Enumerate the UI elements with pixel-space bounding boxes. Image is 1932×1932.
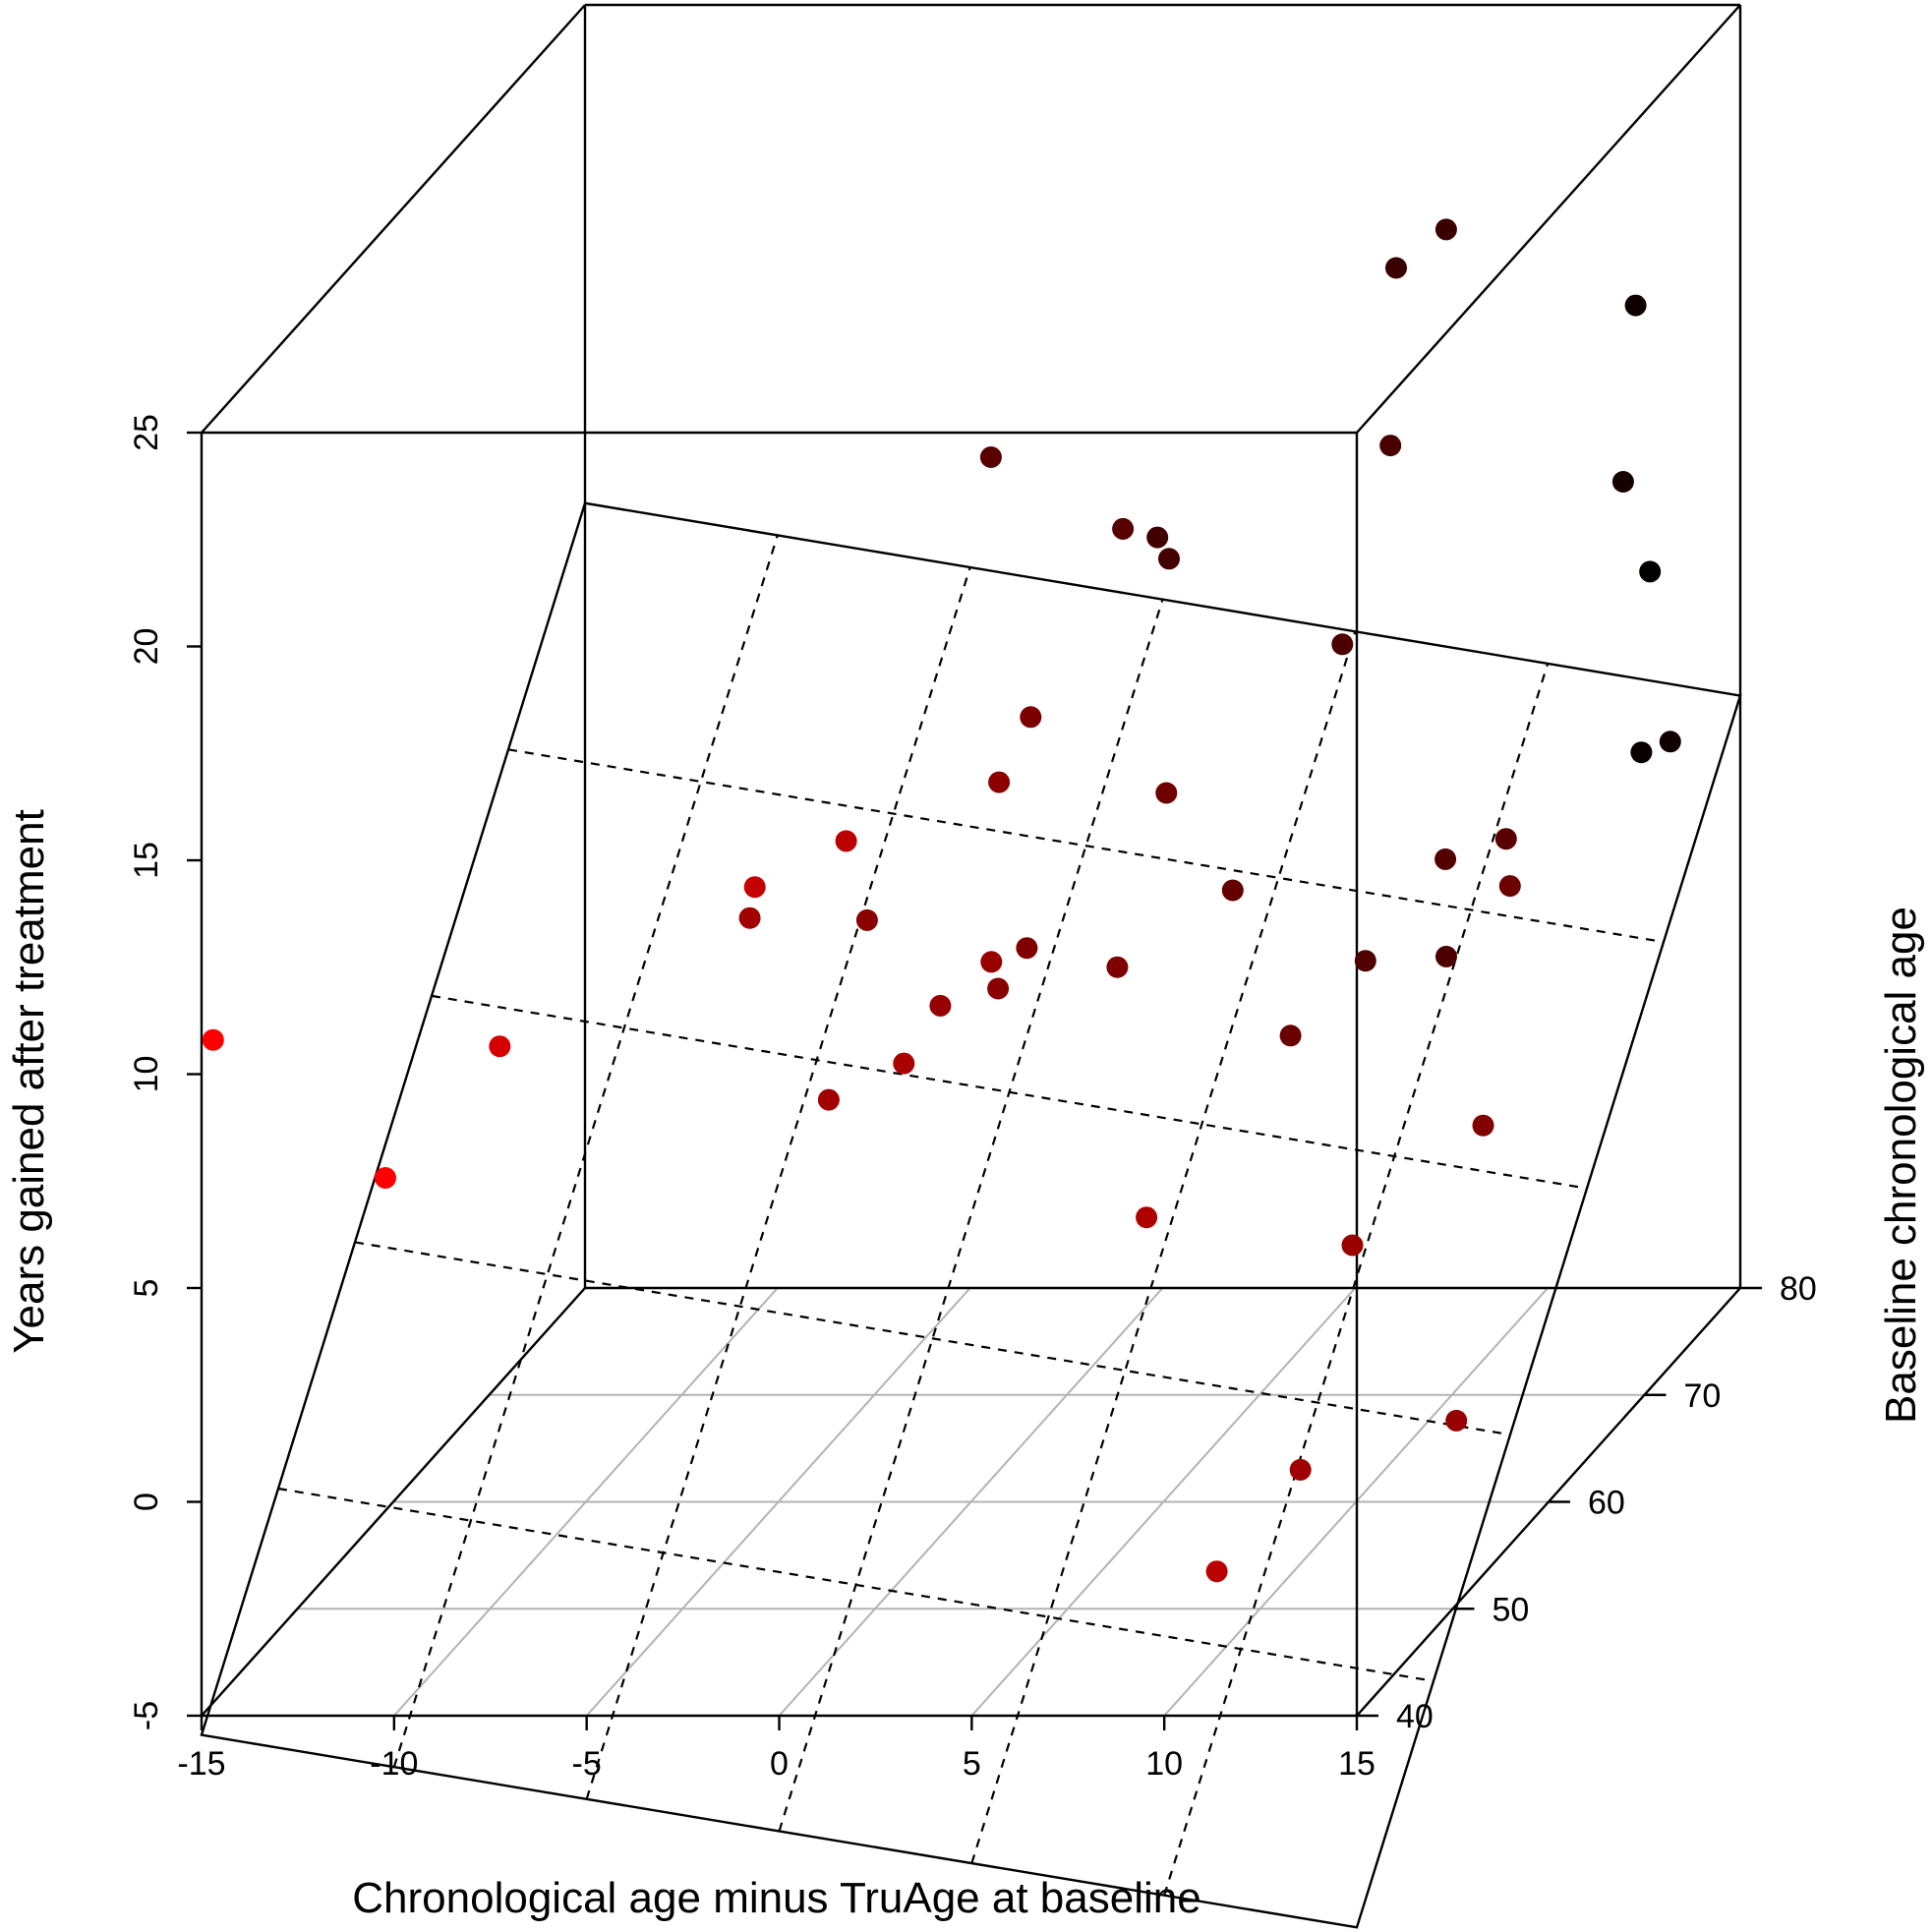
data-point	[1611, 471, 1634, 493]
data-point	[1106, 956, 1129, 978]
data-point	[1630, 741, 1653, 764]
data-point	[835, 830, 857, 852]
data-point	[489, 1035, 511, 1058]
data-point	[1289, 1458, 1312, 1481]
data-point	[1659, 731, 1681, 753]
plane-grid-line	[585, 566, 971, 1800]
data-point	[738, 907, 761, 929]
floor-grid	[201, 1287, 1741, 1717]
data-point	[1136, 1206, 1158, 1229]
data-point	[979, 446, 1002, 468]
data-point	[1155, 782, 1178, 804]
data-point	[1445, 1409, 1468, 1432]
plane-grid-line	[1163, 663, 1550, 1897]
plane-grid-line	[970, 630, 1357, 1864]
data-point	[202, 1028, 224, 1051]
axis-ticks: -15 -10 -5 0 5 10 15 -5 0 5 10 15 20 25 40 50 60 70 80	[128, 414, 1817, 1783]
x-tick-label: 15	[1338, 1745, 1376, 1783]
z-tick-label: 15	[128, 842, 165, 879]
plane-grid-line	[277, 1487, 1434, 1682]
data-point	[1385, 257, 1407, 279]
data-point	[1472, 1114, 1494, 1137]
z-tick-label: 0	[128, 1493, 165, 1511]
z-tick-label: 10	[128, 1056, 165, 1093]
x-tick-label: -15	[177, 1745, 225, 1783]
x-tick-label: 10	[1145, 1745, 1183, 1783]
data-point	[375, 1167, 396, 1189]
data-point	[893, 1052, 915, 1075]
x-axis-title: Chronological age minus TruAge at baseli…	[352, 1874, 1200, 1922]
z-tick-label: 5	[128, 1279, 165, 1298]
plane-grid-line	[392, 535, 779, 1768]
data-point	[1112, 517, 1135, 540]
data-point	[1354, 950, 1376, 972]
data-point	[855, 908, 878, 931]
z-tick-label: 25	[128, 414, 165, 451]
x-tick-label: -5	[572, 1745, 602, 1783]
box-edge	[201, 1287, 586, 1717]
data-point	[1498, 875, 1521, 898]
data-point	[1434, 218, 1457, 241]
data-point	[980, 951, 1003, 973]
x-tick-label: 0	[770, 1745, 789, 1783]
data-point	[1341, 1234, 1364, 1257]
data-point	[1639, 560, 1662, 583]
box-edge	[201, 4, 586, 434]
data-point	[929, 994, 952, 1017]
data-point	[1205, 1560, 1228, 1583]
data-point	[1624, 294, 1647, 317]
data-point	[1146, 526, 1169, 549]
box-edge	[1356, 4, 1741, 434]
y-tick-label: 40	[1396, 1698, 1434, 1735]
plane-grid-line	[354, 1241, 1511, 1436]
y-tick-label: 60	[1588, 1485, 1625, 1522]
data-point	[1020, 706, 1042, 729]
regression-plane	[200, 501, 1742, 1929]
data-point	[1435, 945, 1457, 967]
plane-outline	[200, 501, 1742, 1929]
y-tick-label: 70	[1684, 1377, 1722, 1415]
data-point	[1016, 937, 1038, 960]
plane-grid-line	[507, 748, 1665, 944]
data-point	[987, 977, 1010, 1000]
data-point	[1331, 633, 1354, 656]
data-point	[1494, 828, 1517, 850]
z-axis-title: Years gained after treatment	[5, 809, 53, 1354]
data-point	[817, 1088, 840, 1111]
z-tick-label: -5	[128, 1701, 165, 1730]
x-tick-label: 5	[963, 1745, 981, 1783]
plane-grid-line	[431, 994, 1588, 1190]
data-point	[1279, 1025, 1302, 1047]
data-points	[202, 218, 1681, 1583]
y-axis-title: Baseline chronological age	[1877, 907, 1925, 1424]
x-tick-label: -10	[370, 1745, 418, 1783]
data-point	[988, 771, 1011, 793]
plane-grid-line	[778, 599, 1164, 1832]
z-tick-label: 20	[128, 628, 165, 666]
bounding-box	[200, 3, 1742, 1718]
y-tick-label: 80	[1780, 1270, 1817, 1308]
data-point	[1379, 435, 1402, 457]
data-point	[1158, 548, 1180, 570]
data-point	[1221, 879, 1244, 902]
data-point	[743, 876, 766, 899]
data-point	[1434, 848, 1457, 870]
y-tick-label: 50	[1493, 1591, 1530, 1628]
